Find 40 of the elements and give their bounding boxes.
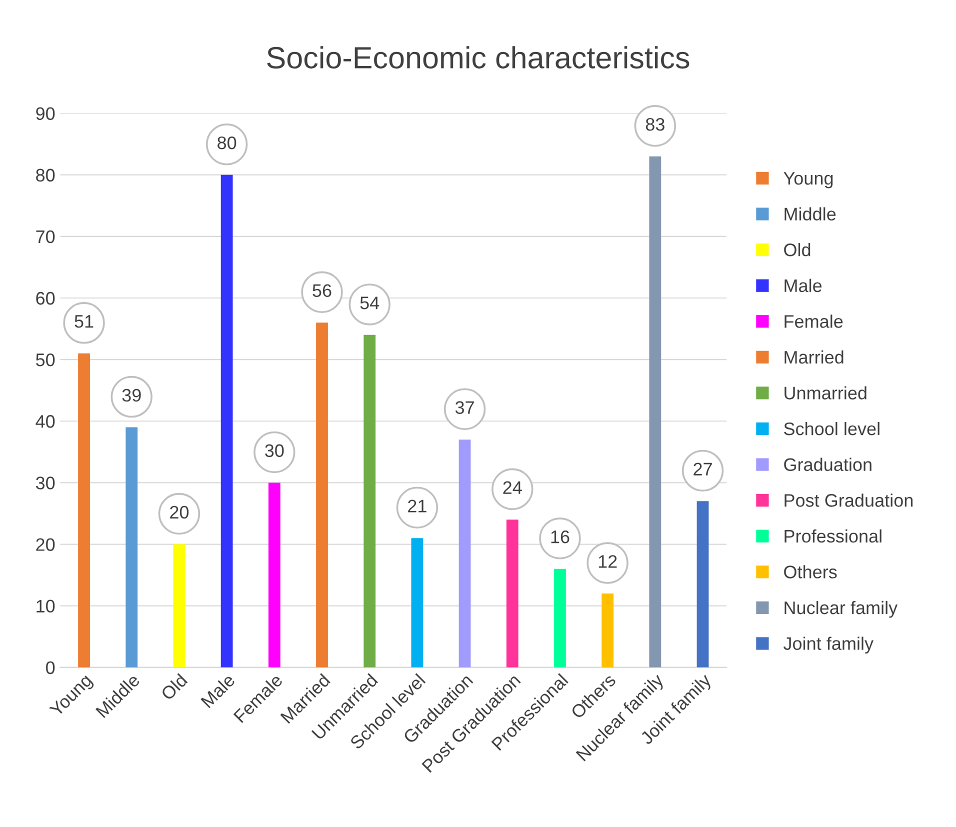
legend-label: Graduation xyxy=(784,458,872,472)
y-tick-label: 10 xyxy=(36,600,55,613)
y-tick-label: 50 xyxy=(36,353,55,366)
data-label: 27 xyxy=(694,462,712,476)
y-tick-label: 80 xyxy=(36,168,55,182)
legend-label: Joint family xyxy=(784,636,874,654)
data-label: 30 xyxy=(265,444,284,458)
legend-label: Professional xyxy=(784,529,882,543)
legend-label: Married xyxy=(784,350,844,364)
data-label: 21 xyxy=(408,500,426,512)
y-tick-label: 70 xyxy=(36,230,55,244)
y-tick-label: 40 xyxy=(36,415,55,428)
legend-label: Others xyxy=(784,565,837,578)
data-label: 54 xyxy=(360,296,380,310)
y-tick-label: 30 xyxy=(36,476,55,490)
data-label: 24 xyxy=(503,481,522,494)
x-tick-label: Old xyxy=(160,673,188,701)
y-tick-label: 90 xyxy=(36,107,55,120)
legend-label: School level xyxy=(784,422,880,436)
legend-label: Young xyxy=(784,172,833,188)
legend-label: Female xyxy=(784,314,843,328)
chart-title: Socio-Economic characteristics xyxy=(267,46,690,69)
data-label: 56 xyxy=(312,284,332,297)
data-label: 39 xyxy=(122,388,141,402)
data-label: 51 xyxy=(74,315,94,328)
data-label: 20 xyxy=(170,506,189,519)
legend-label: Nuclear family xyxy=(784,600,898,618)
data-label: 12 xyxy=(598,555,617,568)
y-tick-label: 60 xyxy=(36,292,55,305)
y-tick-label: 0 xyxy=(46,661,55,674)
data-label: 80 xyxy=(218,136,236,150)
y-tick-label: 20 xyxy=(36,538,55,551)
legend-label: Middle xyxy=(784,207,836,221)
legend-label: Post Graduation xyxy=(784,494,913,507)
data-label: 16 xyxy=(551,530,570,544)
legend-label: Male xyxy=(784,278,822,292)
data-label: 37 xyxy=(455,401,474,414)
legend-label: Unmarried xyxy=(784,386,866,400)
legend-label: Old xyxy=(784,243,810,256)
data-label: 83 xyxy=(646,118,664,131)
